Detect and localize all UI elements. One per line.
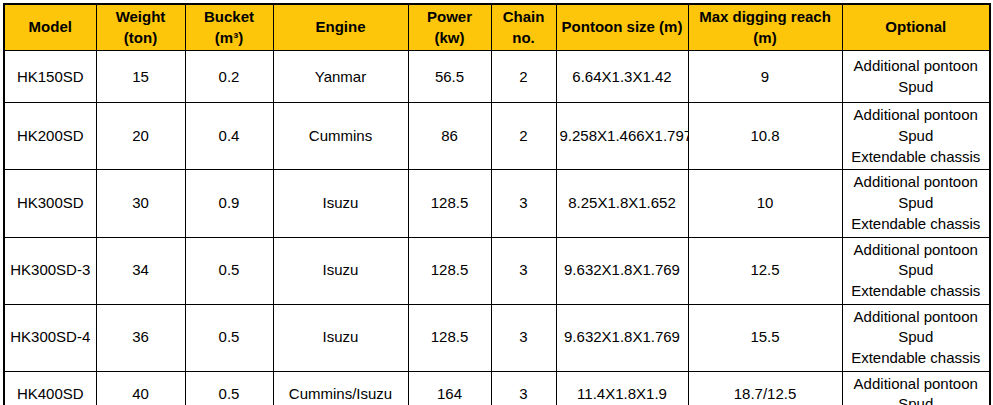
cell-max-digging-reach: 12.5 [688, 237, 842, 304]
page: Model Weight (ton) Bucket (m³) Engine Po… [0, 0, 993, 405]
table-header-row: Model Weight (ton) Bucket (m³) Engine Po… [4, 4, 990, 51]
excavator-specs-table: Model Weight (ton) Bucket (m³) Engine Po… [3, 3, 991, 405]
table-row: HK300SD 30 0.9 Isuzu 128.5 3 8.25X1.8X1.… [4, 170, 990, 237]
cell-power: 128.5 [408, 170, 491, 237]
header-pontoon-size: Pontoon size (m) [556, 4, 688, 51]
cell-weight: 40 [96, 371, 185, 405]
cell-power: 128.5 [408, 304, 491, 371]
cell-optional: Additional pontoon Spud Extendable chass… [842, 103, 990, 170]
cell-optional: Additional pontoon Spud [842, 51, 990, 103]
cell-model: HK200SD [4, 103, 96, 170]
header-model: Model [4, 4, 96, 51]
cell-chain-no: 2 [491, 51, 556, 103]
header-chain-no: Chain no. [491, 4, 556, 51]
cell-weight: 20 [96, 103, 185, 170]
cell-optional: Additional pontoon Spud [842, 371, 990, 405]
cell-pontoon-size: 11.4X1.8X1.9 [556, 371, 688, 405]
cell-pontoon-size: 8.25X1.8X1.652 [556, 170, 688, 237]
cell-chain-no: 3 [491, 371, 556, 405]
header-power: Power (kw) [408, 4, 491, 51]
cell-model: HK400SD [4, 371, 96, 405]
cell-bucket: 0.5 [185, 304, 273, 371]
header-max-digging-reach: Max digging reach (m) [688, 4, 842, 51]
cell-pontoon-size: 9.258X1.466X1.797 [556, 103, 688, 170]
header-optional: Optional [842, 4, 990, 51]
cell-optional: Additional pontoon Spud Extendable chass… [842, 237, 990, 304]
cell-weight: 15 [96, 51, 185, 103]
cell-bucket: 0.9 [185, 170, 273, 237]
cell-chain-no: 2 [491, 103, 556, 170]
cell-engine: Isuzu [273, 237, 408, 304]
header-bucket: Bucket (m³) [185, 4, 273, 51]
table-row: HK200SD 20 0.4 Cummins 86 2 9.258X1.466X… [4, 103, 990, 170]
cell-engine: Isuzu [273, 304, 408, 371]
cell-bucket: 0.5 [185, 237, 273, 304]
cell-max-digging-reach: 10 [688, 170, 842, 237]
cell-max-digging-reach: 15.5 [688, 304, 842, 371]
cell-chain-no: 3 [491, 237, 556, 304]
cell-pontoon-size: 9.632X1.8X1.769 [556, 304, 688, 371]
cell-power: 56.5 [408, 51, 491, 103]
cell-weight: 36 [96, 304, 185, 371]
cell-weight: 30 [96, 170, 185, 237]
cell-model: HK300SD-4 [4, 304, 96, 371]
cell-optional: Additional pontoon Spud Extendable chass… [842, 304, 990, 371]
cell-max-digging-reach: 9 [688, 51, 842, 103]
table-row: HK300SD-3 34 0.5 Isuzu 128.5 3 9.632X1.8… [4, 237, 990, 304]
table-row: HK300SD-4 36 0.5 Isuzu 128.5 3 9.632X1.8… [4, 304, 990, 371]
cell-power: 86 [408, 103, 491, 170]
cell-max-digging-reach: 10.8 [688, 103, 842, 170]
cell-bucket: 0.2 [185, 51, 273, 103]
cell-model: HK150SD [4, 51, 96, 103]
cell-optional: Additional pontoon Spud Extendable chass… [842, 170, 990, 237]
header-engine: Engine [273, 4, 408, 51]
cell-engine: Cummins/Isuzu [273, 371, 408, 405]
cell-engine: Isuzu [273, 170, 408, 237]
table-row: HK400SD 40 0.5 Cummins/Isuzu 164 3 11.4X… [4, 371, 990, 405]
cell-power: 128.5 [408, 237, 491, 304]
cell-model: HK300SD [4, 170, 96, 237]
cell-weight: 34 [96, 237, 185, 304]
cell-chain-no: 3 [491, 170, 556, 237]
header-weight: Weight (ton) [96, 4, 185, 51]
cell-model: HK300SD-3 [4, 237, 96, 304]
cell-power: 164 [408, 371, 491, 405]
cell-engine: Yanmar [273, 51, 408, 103]
cell-engine: Cummins [273, 103, 408, 170]
cell-bucket: 0.4 [185, 103, 273, 170]
cell-bucket: 0.5 [185, 371, 273, 405]
cell-chain-no: 3 [491, 304, 556, 371]
cell-pontoon-size: 6.64X1.3X1.42 [556, 51, 688, 103]
cell-max-digging-reach: 18.7/12.5 [688, 371, 842, 405]
cell-pontoon-size: 9.632X1.8X1.769 [556, 237, 688, 304]
table-row: HK150SD 15 0.2 Yanmar 56.5 2 6.64X1.3X1.… [4, 51, 990, 103]
